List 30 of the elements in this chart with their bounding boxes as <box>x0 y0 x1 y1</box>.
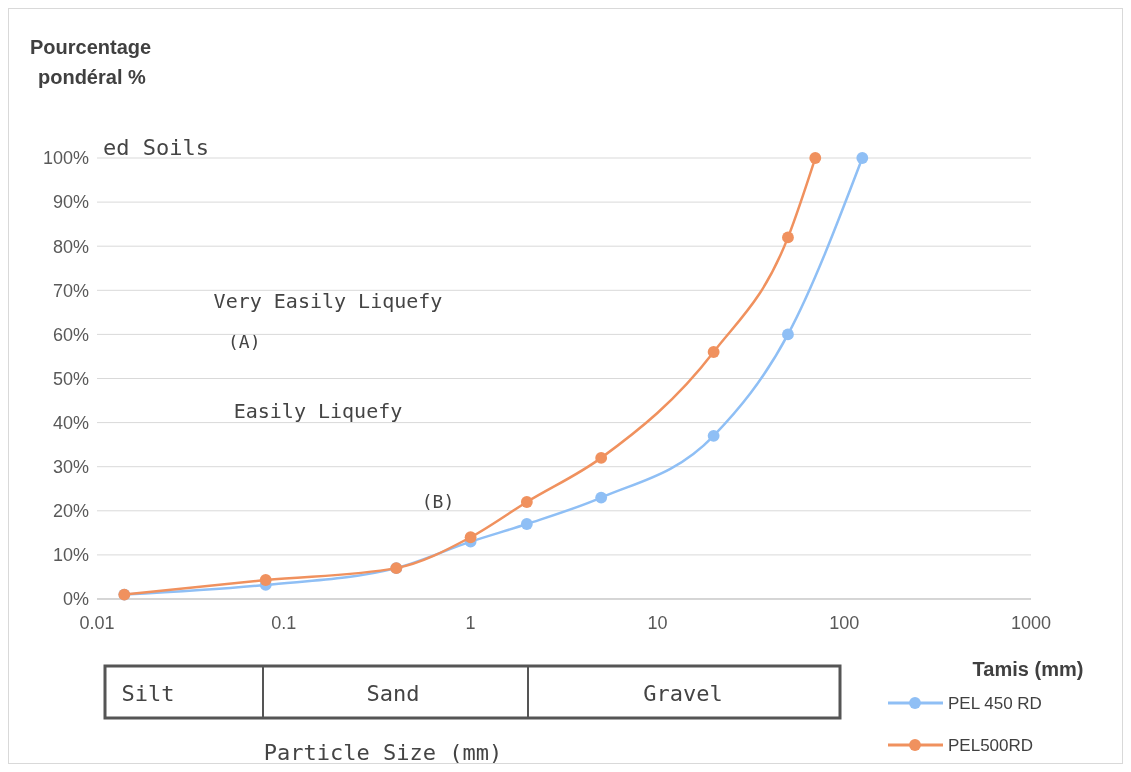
y-tick-label: 40% <box>52 412 89 433</box>
x-axis-title: Tamis (mm) <box>972 658 1084 680</box>
y-tick-label: 80% <box>52 236 89 257</box>
y-tick-label: 0% <box>62 589 89 610</box>
annotation: ed Soils <box>103 135 209 160</box>
y-tick-label: 70% <box>52 280 89 301</box>
annotation: (A) <box>228 331 261 352</box>
annotation: Very Easily Liquefy <box>213 289 443 313</box>
y-tick-label: 20% <box>52 501 89 522</box>
x-tick-label: 10 <box>647 613 668 633</box>
y-tick-label: 30% <box>52 457 89 477</box>
text: Sand <box>366 681 420 706</box>
legend-label: PEL 450 RD <box>948 693 1042 713</box>
x-tick-label: 100 <box>829 613 860 633</box>
legend-label: PEL500RD <box>948 735 1034 755</box>
x-tick-label: 1 <box>465 613 476 633</box>
annotation: (B) <box>421 491 455 512</box>
x-tick-label: 0.1 <box>271 613 297 633</box>
text: Particle Size (mm) <box>263 740 503 765</box>
text: Silt <box>121 681 175 706</box>
x-tick-label: 1000 <box>1010 613 1052 633</box>
y-tick-label: 100% <box>42 148 89 169</box>
y-axis-title: Pourcentage pondéral % <box>30 36 152 88</box>
x-tick-label: 0.01 <box>79 613 115 633</box>
y-tick-label: 90% <box>52 192 89 213</box>
y-tick-label: 50% <box>52 368 89 389</box>
text: Gravel <box>643 681 723 706</box>
annotation: Easily Liquefy <box>233 399 403 423</box>
y-tick-label: 60% <box>52 324 89 345</box>
y-tick-label: 10% <box>52 545 89 566</box>
